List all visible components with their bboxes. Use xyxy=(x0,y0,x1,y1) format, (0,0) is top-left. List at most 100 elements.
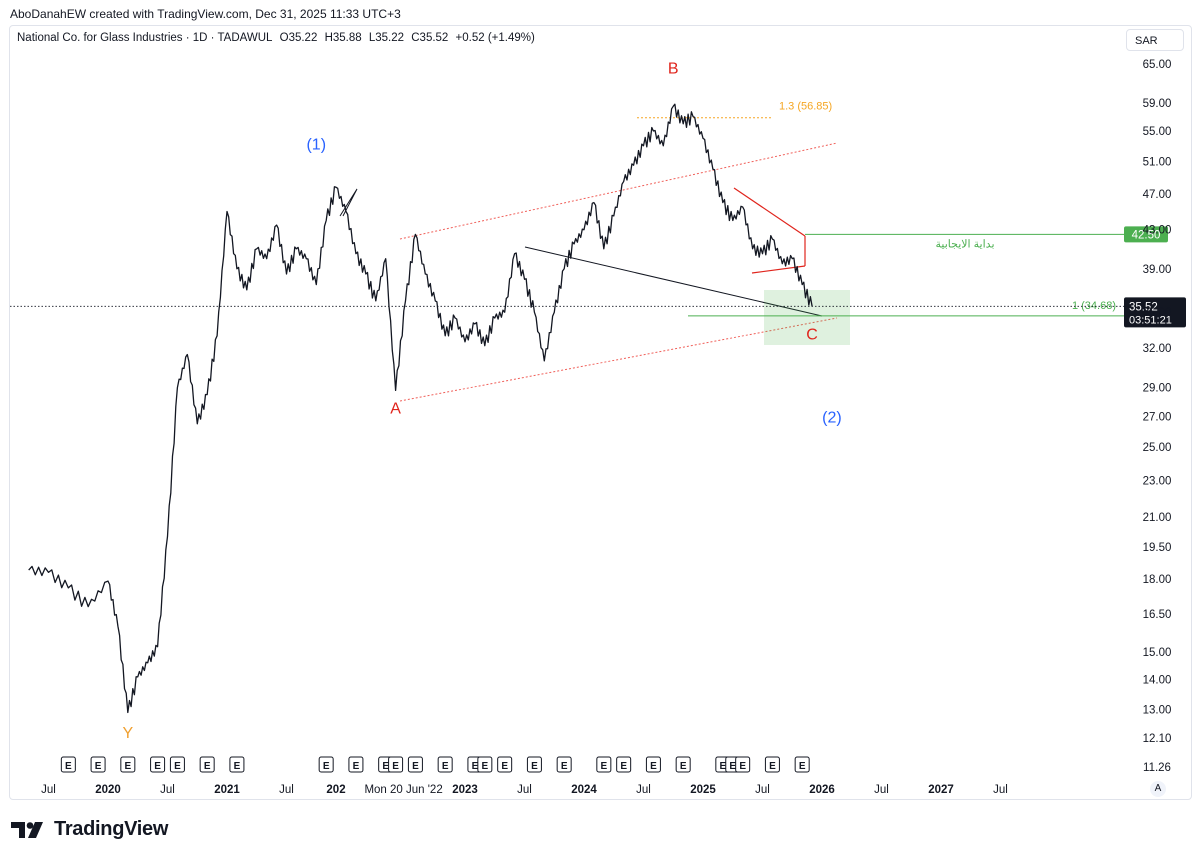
triangle-lower-line xyxy=(751,265,806,274)
earnings-marker-box[interactable] xyxy=(764,756,780,773)
earnings-marker-letter: E xyxy=(65,761,72,772)
wave-label: Y xyxy=(122,725,133,742)
close-value: C35.52 xyxy=(411,32,449,44)
high-value: H35.88 xyxy=(324,32,362,44)
earnings-marker[interactable]: E xyxy=(735,756,751,773)
wave-label: B xyxy=(668,60,679,77)
horizontal-level-badge-text: 42.50 xyxy=(1132,229,1161,241)
y-tick-label: 12.10 xyxy=(1143,733,1172,745)
y-tick-label: 27.00 xyxy=(1143,411,1172,423)
y-tick-label: 35.00 xyxy=(1143,307,1172,319)
y-tick-label: 11.26 xyxy=(1143,762,1171,774)
earnings-marker-box[interactable] xyxy=(318,756,334,773)
y-tick-label: 65.00 xyxy=(1143,59,1172,71)
earnings-marker-letter: E xyxy=(561,761,568,772)
symbol-name[interactable]: National Co. for Glass Industries · 1D ·… xyxy=(17,32,273,44)
x-tick-label: 2027 xyxy=(928,784,954,796)
earnings-marker[interactable]: E xyxy=(150,756,166,773)
earnings-marker-box[interactable] xyxy=(794,756,810,773)
price-series-line xyxy=(28,103,813,714)
earnings-marker[interactable]: E xyxy=(90,756,106,773)
earnings-marker[interactable]: E xyxy=(120,756,136,773)
earnings-marker[interactable]: E xyxy=(497,756,513,773)
earnings-marker[interactable]: E xyxy=(60,756,76,773)
earnings-marker-box[interactable] xyxy=(526,756,542,773)
earnings-marker-box[interactable] xyxy=(199,756,215,773)
earnings-marker-box[interactable] xyxy=(477,756,493,773)
earnings-marker-box[interactable] xyxy=(497,756,513,773)
change-value: +0.52 (+1.49%) xyxy=(455,32,535,44)
earnings-marker[interactable]: E xyxy=(794,756,810,773)
earnings-marker-letter: E xyxy=(353,761,360,772)
x-tick-label: Jul xyxy=(41,784,56,796)
earnings-marker-letter: E xyxy=(382,761,389,772)
tradingview-brand: TradingView xyxy=(11,818,168,841)
earnings-marker-box[interactable] xyxy=(675,756,691,773)
earnings-marker-box[interactable] xyxy=(120,756,136,773)
earnings-marker[interactable]: E xyxy=(437,756,453,773)
currency-button[interactable]: SAR xyxy=(1126,29,1184,51)
earnings-marker-box[interactable] xyxy=(348,756,364,773)
earnings-marker[interactable]: E xyxy=(388,756,404,773)
earnings-marker-letter: E xyxy=(154,761,161,772)
x-tick-label: Jul xyxy=(755,784,770,796)
earnings-marker-box[interactable] xyxy=(60,756,76,773)
earnings-marker[interactable]: E xyxy=(764,756,780,773)
earnings-marker-box[interactable] xyxy=(169,756,185,773)
earnings-marker[interactable]: E xyxy=(169,756,185,773)
earnings-marker[interactable]: E xyxy=(229,756,245,773)
earnings-marker[interactable]: E xyxy=(199,756,215,773)
earnings-marker-letter: E xyxy=(472,761,479,772)
earnings-marker[interactable]: E xyxy=(407,756,423,773)
last-price-countdown: 03:51:21 xyxy=(1129,314,1172,326)
wave-label: C xyxy=(806,326,818,343)
earnings-marker[interactable]: E xyxy=(348,756,364,773)
y-tick-label: 16.50 xyxy=(1143,609,1172,621)
earnings-marker[interactable]: E xyxy=(477,756,493,773)
earnings-marker[interactable]: E xyxy=(556,756,572,773)
earnings-marker-box[interactable] xyxy=(735,756,751,773)
earnings-marker-letter: E xyxy=(442,761,449,772)
earnings-marker[interactable]: E xyxy=(596,756,612,773)
x-tick-label: 2024 xyxy=(571,784,597,796)
auto-scale-button[interactable]: A xyxy=(1150,781,1166,797)
y-tick-label: 29.00 xyxy=(1143,383,1172,395)
earnings-marker-letter: E xyxy=(234,761,241,772)
wave-label: (1) xyxy=(306,137,326,154)
earnings-marker-box[interactable] xyxy=(388,756,404,773)
earnings-marker-letter: E xyxy=(680,761,687,772)
earnings-marker-box[interactable] xyxy=(616,756,632,773)
earnings-marker-box[interactable] xyxy=(407,756,423,773)
earnings-marker-letter: E xyxy=(531,761,538,772)
tradingview-logo-icon xyxy=(11,821,43,838)
earnings-marker-box[interactable] xyxy=(645,756,661,773)
y-tick-label: 47.00 xyxy=(1143,189,1172,201)
earnings-marker[interactable]: E xyxy=(526,756,542,773)
x-tick-label: 2025 xyxy=(690,784,716,796)
y-tick-label: 39.00 xyxy=(1143,264,1172,276)
credit-text: AboDanahEW created with TradingView.com,… xyxy=(10,7,401,21)
earnings-marker-letter: E xyxy=(719,761,726,772)
earnings-marker[interactable]: E xyxy=(318,756,334,773)
earnings-marker-box[interactable] xyxy=(596,756,612,773)
earnings-marker-letter: E xyxy=(204,761,211,772)
earnings-marker[interactable]: E xyxy=(616,756,632,773)
earnings-marker[interactable]: E xyxy=(675,756,691,773)
earnings-marker-letter: E xyxy=(501,761,508,772)
earnings-marker-letter: E xyxy=(124,761,131,772)
earnings-marker-box[interactable] xyxy=(90,756,106,773)
earnings-marker-letter: E xyxy=(650,761,657,772)
y-tick-label: 13.00 xyxy=(1143,704,1172,716)
earnings-marker-letter: E xyxy=(739,761,746,772)
earnings-marker-letter: E xyxy=(620,761,627,772)
earnings-marker[interactable]: E xyxy=(645,756,661,773)
earnings-marker-box[interactable] xyxy=(229,756,245,773)
earnings-marker-box[interactable] xyxy=(556,756,572,773)
earnings-marker-box[interactable] xyxy=(150,756,166,773)
y-tick-label: 18.00 xyxy=(1143,574,1172,586)
fib-level-1-3-label: 1.3 (56.85) xyxy=(779,101,832,113)
earnings-marker-box[interactable] xyxy=(437,756,453,773)
y-tick-label: 59.00 xyxy=(1143,98,1172,110)
low-value: L35.22 xyxy=(368,32,405,44)
